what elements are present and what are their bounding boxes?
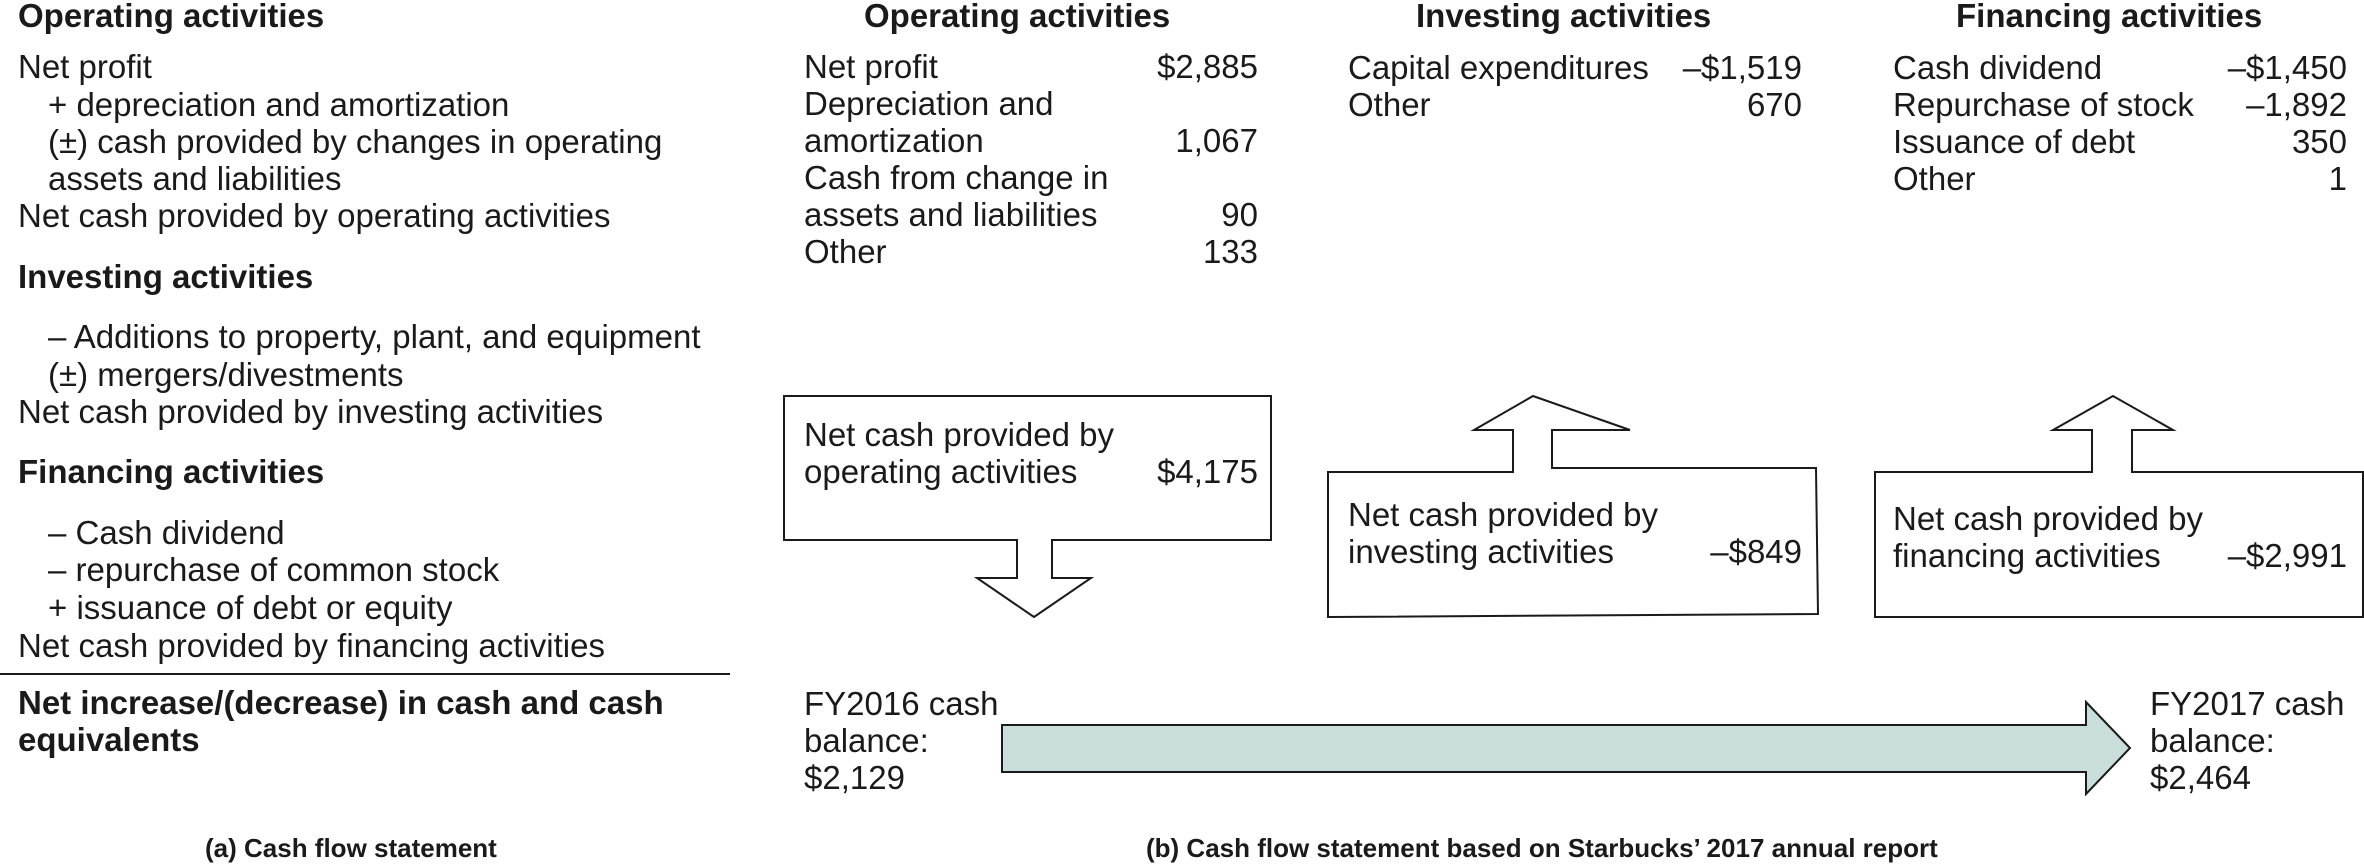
panel-a-net-increase-line2: equivalents (18, 721, 200, 758)
fin-issuance-value: 350 (2291, 123, 2347, 160)
operating-box-down-arrow (783, 395, 1272, 619)
inv-box-label-line1: Net cash provided by (1348, 496, 1659, 533)
cash-balance-arrow (1001, 699, 2132, 797)
fin-dividend-value: –$1,450 (2227, 49, 2347, 86)
fin-box-value: –$2,991 (2227, 537, 2347, 574)
fy2017-line2: balance: (2150, 722, 2275, 759)
panel-a-caption: (a) Cash flow statement (205, 833, 497, 863)
panel-a-cash-changes-line2: assets and liabilities (48, 160, 342, 197)
panel-a-cash-changes-line1: (±) cash provided by changes in operatin… (48, 123, 663, 160)
inv-capex-value: –$1,519 (1682, 49, 1802, 86)
op-dep-label-line1: Depreciation and (804, 85, 1054, 122)
panel-a-depreciation: + depreciation and amortization (48, 86, 510, 123)
fin-other-label: Other (1893, 160, 1976, 197)
panel-a-net-increase-line1: Net increase/(decrease) in cash and cash (18, 684, 664, 721)
fin-other-value: 1 (2328, 160, 2347, 197)
fin-box-label-line1: Net cash provided by (1893, 500, 2204, 537)
op-net-profit-label: Net profit (804, 48, 938, 85)
op-other-value: 133 (1202, 233, 1258, 270)
panel-a-investing-heading: Investing activities (18, 258, 314, 295)
fy2016-line2: balance: (804, 722, 929, 759)
panel-a-issuance: + issuance of debt or equity (48, 589, 453, 626)
inv-capex-label: Capital expenditures (1348, 49, 1649, 86)
investing-box-up-arrow (1327, 394, 1820, 619)
panel-a-net-operating: Net cash provided by operating activitie… (18, 197, 611, 234)
panel-a-repurchase: – repurchase of common stock (48, 551, 500, 588)
inv-box-label-line2: investing activities (1348, 533, 1614, 570)
panel-a-financing-heading: Financing activities (18, 453, 325, 490)
fy2017-line1: FY2017 cash (2150, 685, 2345, 722)
op-box-label-line2: operating activities (804, 453, 1078, 490)
panel-a-mergers: (±) mergers/divestments (48, 356, 404, 393)
operating-heading: Operating activities (864, 0, 1171, 34)
fin-repurchase-label: Repurchase of stock (1893, 86, 2194, 123)
panel-a-cash-dividend: – Cash dividend (48, 514, 285, 551)
fin-box-label-line2: financing activities (1893, 537, 2161, 574)
investing-heading: Investing activities (1416, 0, 1712, 34)
fin-repurchase-value: –1,892 (2246, 86, 2347, 123)
inv-other-label: Other (1348, 86, 1431, 123)
fy2016-line1: FY2016 cash (804, 685, 999, 722)
op-net-profit-value: $2,885 (1157, 48, 1258, 85)
fin-dividend-label: Cash dividend (1893, 49, 2103, 86)
inv-other-value: 670 (1746, 86, 1802, 123)
op-box-label-line1: Net cash provided by (804, 416, 1115, 453)
panel-a-net-financing: Net cash provided by financing activitie… (18, 627, 605, 664)
fy2017-value: $2,464 (2150, 759, 2251, 796)
financing-box-up-arrow (1874, 394, 2364, 618)
panel-a-operating-heading: Operating activities (18, 0, 325, 34)
panel-a-additions: – Additions to property, plant, and equi… (48, 318, 701, 355)
panel-b-caption: (b) Cash flow statement based on Starbuc… (1146, 833, 1938, 863)
op-cfc-label-line1: Cash from change in (804, 159, 1109, 196)
panel-a-net-profit: Net profit (18, 48, 152, 85)
fy2016-value: $2,129 (804, 759, 905, 796)
op-other-label: Other (804, 233, 887, 270)
inv-box-value: –$849 (1710, 533, 1802, 570)
op-cfc-value: 90 (1221, 196, 1258, 233)
financing-heading: Financing activities (1956, 0, 2263, 34)
panel-a-net-investing: Net cash provided by investing activitie… (18, 393, 604, 430)
op-dep-label-line2: amortization (804, 122, 984, 159)
op-dep-value: 1,067 (1175, 122, 1258, 159)
fin-issuance-label: Issuance of debt (1893, 123, 2136, 160)
op-box-value: $4,175 (1157, 453, 1258, 490)
op-cfc-label-line2: assets and liabilities (804, 196, 1098, 233)
